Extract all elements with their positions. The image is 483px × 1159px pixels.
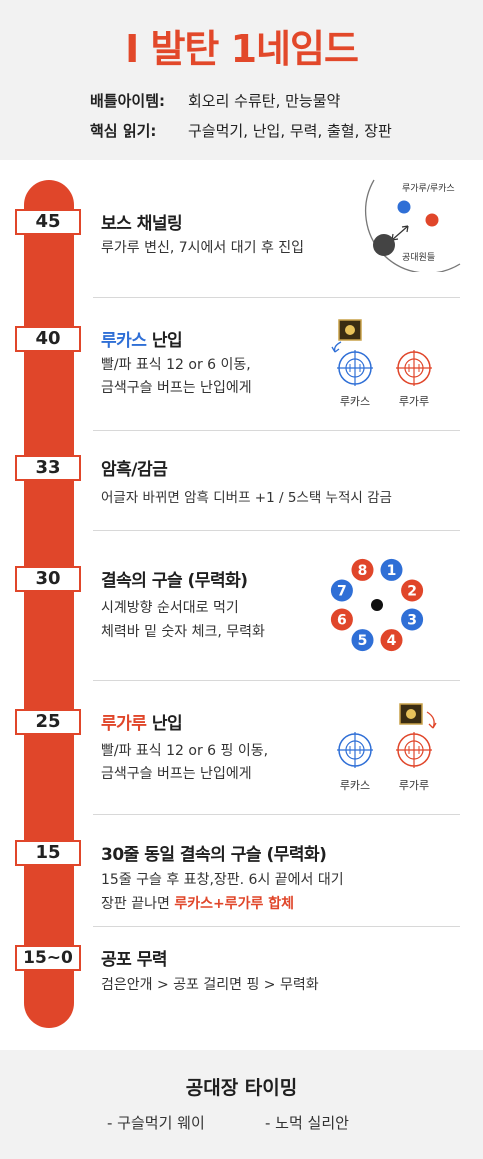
orb-number: 3 [407, 613, 417, 629]
lugaru-highlight: 루가루 [101, 714, 147, 734]
leader-timing-item: - 노먹 실리안 [265, 1114, 349, 1132]
divider [93, 680, 460, 681]
boss-center-dot [371, 599, 383, 611]
phase-title-30-line-orbs: 30줄 동일 결속의 구슬 (무력화) [101, 845, 327, 865]
phase-desc-channeling: 루가루 변신, 7시에서 대기 후 진입 [101, 240, 305, 256]
divider [93, 530, 460, 531]
hp-badge-25: 25 [15, 709, 81, 735]
phase-title-channeling: 보스 채널링 [101, 214, 183, 234]
phase-desc-lugaru-2: 금색구슬 버프는 난입에게 [101, 766, 252, 782]
phase-title-lucas-entry: 루카스 난입 [101, 326, 183, 351]
phase-desc-lugaru-1: 빨/파 표식 12 or 6 핑 이동, [101, 743, 269, 759]
lucas-dot [397, 200, 411, 214]
orb-1: 1 [380, 558, 403, 581]
lucas-highlight: 루카스 [101, 331, 147, 351]
lucas-entry-diagram: 루카스 루가루 [331, 319, 432, 408]
leader-timing-title: 공대장 타이밍 [185, 1077, 298, 1099]
phase-desc-15-1: 15줄 구슬 후 표창,장판. 6시 끝에서 대기 [101, 872, 344, 888]
divider [93, 430, 460, 431]
hp-timeline-bar [24, 180, 74, 1028]
key-reading-row: 핵심 읽기: 구슬먹기, 난입, 무력, 출혈, 장판 [90, 120, 392, 141]
orb-8: 8 [351, 558, 374, 581]
lugaru-entry-diagram: 루카스 루가루 [337, 703, 437, 792]
move-arrow-head [401, 225, 409, 233]
phase-desc-darkness: 어글자 바뀌면 암흑 디버프 +1 / 5스택 누적시 감금 [101, 490, 392, 506]
phase-title-binding-orbs: 결속의 구슬 (무력화) [101, 571, 248, 591]
orb-number: 2 [407, 584, 417, 600]
phase-desc-lucas-2: 금색구슬 버프는 난입에게 [101, 380, 252, 396]
entry-label: 난입 [146, 714, 183, 734]
lugaru-target-icon [396, 350, 432, 386]
key-reading-value: 구슬먹기, 난입, 무력, 출혈, 장판 [188, 122, 392, 140]
lucas-target-icon [337, 732, 373, 768]
orb-3: 3 [401, 608, 424, 631]
phase-title-darkness: 암흑/감금 [101, 460, 168, 480]
battle-item-label: 배틀아이템: [90, 92, 165, 110]
battle-item-value: 회오리 수류탄, 만능물약 [188, 92, 341, 110]
phase-title-lugaru-entry: 루가루 난입 [101, 709, 183, 734]
page-title: I 발탄 1네임드 [125, 27, 359, 71]
lugaru-label: 루가루 [399, 779, 429, 792]
phase-desc-orbs-2: 체력바 밑 숫자 체크, 무력화 [101, 624, 265, 640]
orb-4: 4 [380, 629, 403, 652]
party-dot [373, 234, 395, 256]
orb-number: 4 [387, 633, 397, 649]
lugaru-target-icon [396, 732, 432, 768]
battle-item-row: 배틀아이템: 회오리 수류탄, 만능물약 [90, 90, 340, 111]
footer-panel [0, 1050, 483, 1159]
merge-highlight: 루카스+루가루 합체 [174, 896, 294, 912]
gold-orb-icon [406, 709, 416, 719]
boss-label: 루가루/루카스 [402, 183, 455, 194]
orb-7: 7 [330, 579, 353, 602]
entry-label: 난입 [146, 331, 183, 351]
channeling-diagram: 루가루/루카스 공대원들 [364, 179, 461, 272]
phase-desc-15-2: 장판 끝나면 루카스+루가루 합체 [101, 894, 294, 915]
key-reading-label: 핵심 읽기: [90, 122, 157, 140]
divider [93, 297, 460, 298]
lugaru-label: 루가루 [399, 395, 429, 408]
hp-badge-30: 30 [15, 566, 81, 592]
orb-number: 6 [337, 613, 347, 629]
hp-badge-15: 15 [15, 840, 81, 866]
lucas-target-icon [337, 350, 373, 386]
party-label: 공대원들 [402, 252, 435, 263]
orb-order-diagram: 12 34 56 78 [330, 558, 424, 652]
orb-number: 7 [337, 584, 347, 600]
phase-title-fear: 공포 무력 [101, 950, 167, 970]
hp-badge-15-0: 15~0 [15, 945, 81, 971]
phase-desc-fear: 검은안개 > 공포 걸리면 핑 > 무력화 [101, 977, 319, 993]
divider [93, 926, 460, 927]
lugaru-dot [425, 213, 439, 227]
orb-number: 1 [387, 563, 397, 579]
gold-orb-icon [345, 325, 355, 335]
orb-number: 8 [358, 563, 368, 579]
merge-prefix: 장판 끝나면 [101, 896, 175, 912]
orb-6: 6 [330, 608, 353, 631]
orb-number: 5 [358, 633, 368, 649]
orb-5: 5 [351, 629, 374, 652]
phase-desc-orbs-1: 시계방향 순서대로 먹기 [101, 600, 239, 616]
hp-badge-33: 33 [15, 455, 81, 481]
divider [93, 814, 460, 815]
phase-desc-lucas-1: 빨/파 표식 12 or 6 이동, [101, 357, 251, 373]
lucas-label: 루카스 [340, 779, 370, 792]
hp-badge-40: 40 [15, 326, 81, 352]
lucas-label: 루카스 [340, 395, 370, 408]
leader-timing-item: - 구슬먹기 웨이 [107, 1114, 205, 1132]
header-panel [0, 0, 483, 160]
hp-badge-45: 45 [15, 209, 81, 235]
orb-2: 2 [401, 579, 424, 602]
move-arrow-line [391, 225, 409, 241]
